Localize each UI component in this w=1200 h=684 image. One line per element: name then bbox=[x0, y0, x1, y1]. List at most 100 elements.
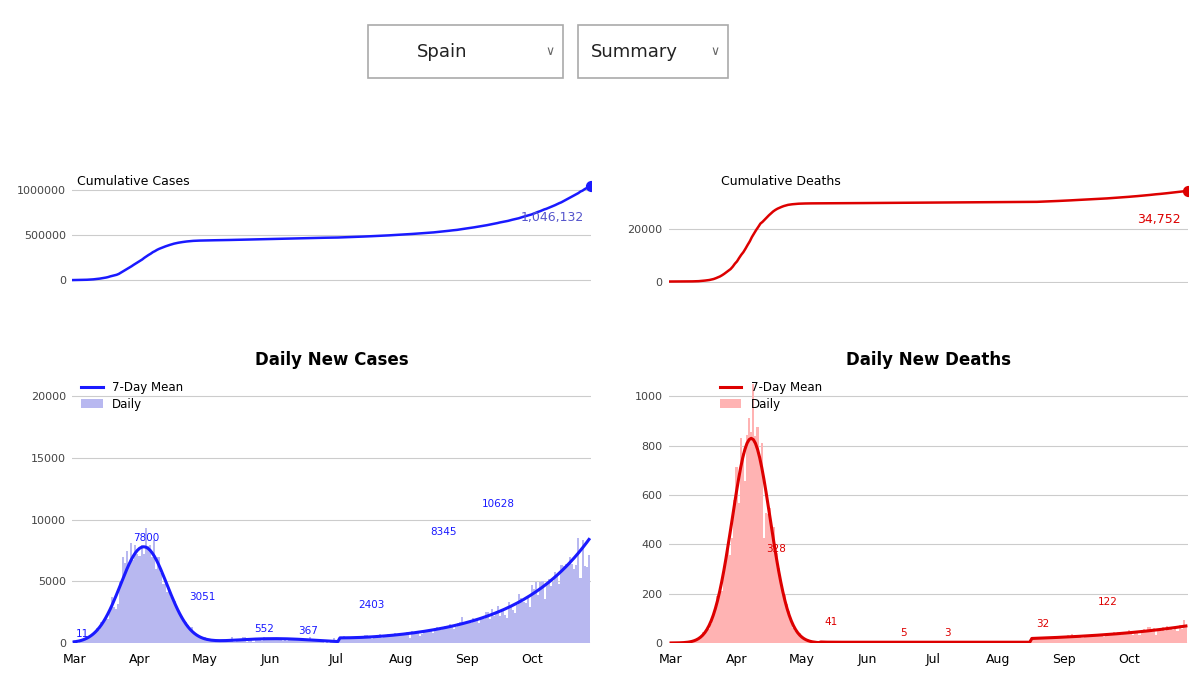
Bar bbox=[817, 642, 820, 643]
Bar bbox=[199, 637, 202, 643]
Bar bbox=[432, 633, 434, 643]
Bar bbox=[76, 641, 77, 643]
Bar bbox=[130, 542, 132, 643]
Bar bbox=[502, 609, 504, 643]
Bar bbox=[497, 606, 499, 643]
Bar bbox=[710, 624, 712, 643]
Bar bbox=[391, 635, 394, 643]
Bar bbox=[413, 633, 415, 643]
Bar bbox=[160, 573, 162, 643]
Bar bbox=[742, 453, 744, 643]
Bar bbox=[878, 642, 881, 643]
Point bbox=[1178, 185, 1198, 196]
Bar bbox=[234, 642, 235, 643]
Bar bbox=[455, 627, 457, 643]
Bar bbox=[271, 637, 274, 643]
Bar bbox=[1105, 635, 1106, 643]
Bar bbox=[748, 418, 750, 643]
Bar bbox=[938, 642, 940, 643]
Bar bbox=[744, 481, 746, 643]
Bar bbox=[1176, 631, 1178, 643]
Bar bbox=[911, 642, 913, 643]
Bar bbox=[538, 594, 539, 643]
Bar bbox=[173, 598, 174, 643]
Bar bbox=[1098, 635, 1100, 643]
Bar bbox=[808, 640, 809, 643]
Bar bbox=[1064, 637, 1067, 643]
Bar bbox=[102, 620, 104, 643]
Text: 328: 328 bbox=[767, 544, 786, 554]
Bar bbox=[521, 598, 522, 643]
Bar bbox=[947, 642, 948, 643]
Bar bbox=[1158, 629, 1159, 643]
Bar bbox=[356, 639, 358, 643]
Bar bbox=[1139, 635, 1140, 643]
Bar bbox=[588, 555, 590, 643]
Bar bbox=[496, 612, 497, 643]
Bar bbox=[1111, 634, 1114, 643]
Bar bbox=[259, 639, 260, 643]
Bar bbox=[902, 642, 904, 643]
Bar bbox=[176, 610, 179, 643]
Bar bbox=[780, 583, 782, 643]
Bar bbox=[697, 639, 700, 643]
Bar bbox=[1166, 626, 1168, 643]
Bar bbox=[886, 642, 887, 643]
Bar bbox=[385, 635, 388, 643]
Bar bbox=[84, 640, 85, 643]
Bar bbox=[529, 607, 530, 643]
Bar bbox=[82, 640, 84, 643]
Bar bbox=[931, 641, 934, 643]
Bar bbox=[797, 632, 799, 643]
Bar bbox=[140, 545, 143, 643]
Bar bbox=[463, 622, 466, 643]
Bar bbox=[575, 565, 577, 643]
Text: 1,046,132: 1,046,132 bbox=[521, 211, 584, 224]
Bar bbox=[301, 639, 304, 643]
Bar bbox=[758, 458, 761, 643]
Bar bbox=[449, 624, 451, 643]
Bar bbox=[366, 635, 368, 643]
Bar bbox=[1128, 630, 1130, 643]
Bar bbox=[143, 553, 145, 643]
Bar bbox=[438, 628, 440, 643]
Bar bbox=[826, 642, 828, 643]
Bar bbox=[1126, 633, 1128, 643]
Bar bbox=[1039, 637, 1042, 643]
Bar bbox=[1156, 635, 1158, 643]
Bar bbox=[1145, 632, 1147, 643]
Bar bbox=[1081, 638, 1084, 643]
Bar bbox=[914, 642, 917, 643]
Bar bbox=[695, 640, 697, 643]
Bar bbox=[997, 642, 1000, 643]
Text: 11: 11 bbox=[76, 629, 89, 640]
Bar bbox=[134, 544, 137, 643]
Bar bbox=[980, 642, 983, 643]
Bar bbox=[246, 642, 248, 643]
Text: Cumulative Cases: Cumulative Cases bbox=[77, 175, 190, 188]
Bar bbox=[332, 638, 335, 643]
Bar bbox=[1103, 637, 1105, 643]
Bar bbox=[504, 615, 505, 643]
Bar bbox=[115, 609, 118, 643]
Bar bbox=[870, 642, 872, 643]
Bar bbox=[265, 638, 268, 643]
Bar bbox=[112, 596, 113, 643]
Bar bbox=[242, 637, 244, 643]
Bar bbox=[73, 640, 76, 643]
Bar bbox=[784, 594, 786, 643]
Bar bbox=[326, 642, 329, 643]
Bar bbox=[390, 635, 391, 643]
Bar bbox=[1114, 631, 1115, 643]
Bar bbox=[1109, 633, 1111, 643]
Bar bbox=[839, 642, 841, 643]
Bar bbox=[168, 592, 170, 643]
Bar bbox=[185, 622, 187, 643]
Bar bbox=[1134, 631, 1136, 643]
Bar bbox=[524, 603, 527, 643]
Bar bbox=[124, 562, 126, 643]
Bar bbox=[346, 637, 347, 643]
Bar bbox=[571, 564, 574, 643]
Bar bbox=[530, 585, 533, 643]
Bar bbox=[828, 642, 830, 643]
